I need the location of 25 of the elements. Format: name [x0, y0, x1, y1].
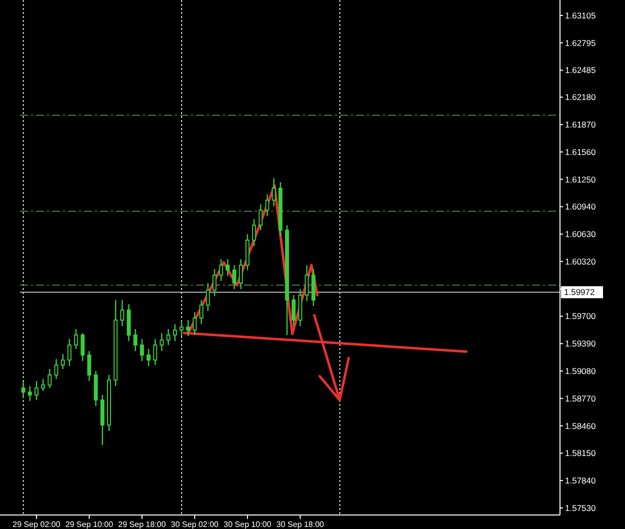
x-tick-label: 30 Sep 10:00	[224, 520, 272, 529]
y-tick-label: 1.57530	[565, 502, 596, 513]
x-tick-label: 29 Sep 10:00	[65, 520, 114, 529]
y-tick-label: 1.62180	[565, 92, 596, 102]
y-tick-label: 1.59390	[565, 338, 596, 349]
y-tick-label: 1.62795	[565, 38, 596, 48]
y-tick-label: 1.59080	[565, 366, 596, 376]
y-tick-label: 1.60630	[565, 229, 596, 240]
x-tick-label: 30 Sep 02:00	[170, 520, 220, 529]
x-tick-label: 29 Sep 02:00	[12, 520, 61, 529]
y-tick-label: 1.58150	[565, 448, 596, 458]
x-tick-label: 29 Sep 18:00	[118, 520, 166, 529]
y-tick-label: 1.61870	[565, 120, 596, 130]
y-tick-label: 1.58770	[565, 393, 596, 404]
y-tick-label: 1.61560	[565, 146, 596, 157]
y-tick-label: 1.60320	[565, 256, 596, 266]
y-tick-label: 1.60940	[565, 202, 596, 212]
x-tick-label: 30 Sep 18:00	[276, 520, 325, 529]
y-tick-label: 1.58460	[565, 420, 596, 431]
y-tick-label: 1.57840	[565, 476, 596, 486]
y-tick-label: 1.59700	[565, 311, 596, 322]
y-tick-label: 1.62485	[565, 65, 596, 76]
y-tick-label: 1.61250	[565, 174, 596, 184]
ref-line-label: 1.59972	[564, 287, 595, 298]
y-tick-label: 1.63105	[565, 10, 596, 20]
